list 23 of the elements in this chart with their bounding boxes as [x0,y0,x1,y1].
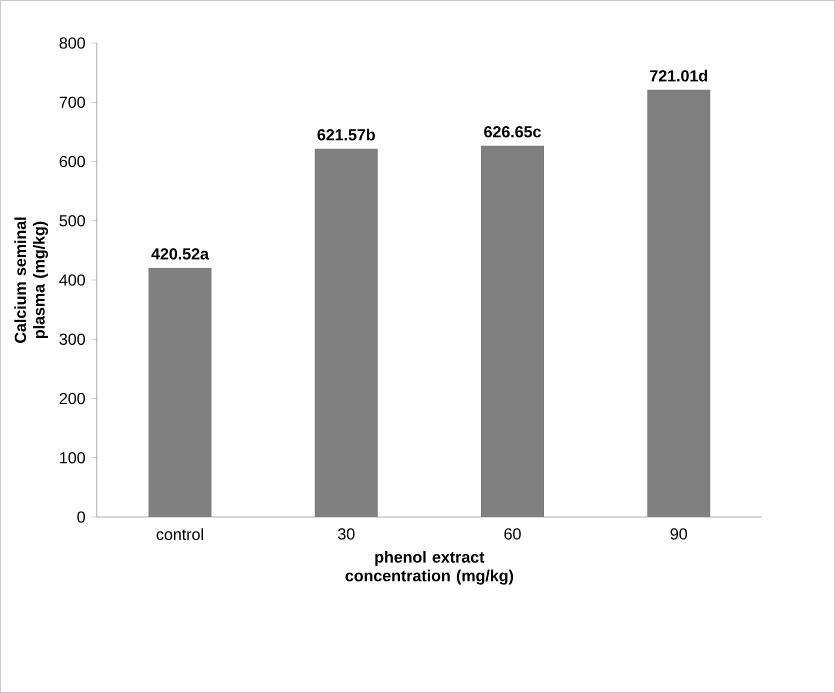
bar [647,90,710,517]
y-tick-label: 800 [60,37,85,49]
y-tick-label: 700 [60,96,85,108]
data-label: 721.01d [650,70,708,82]
y-tick-label: 200 [60,392,85,404]
x-tick-label: 30 [338,528,355,540]
bar [314,148,378,517]
bar [481,146,544,517]
y-tick-label: 400 [59,274,85,286]
x-tick-label: control [156,528,203,540]
data-label: 626.65c [484,126,541,138]
x-tick-label: 60 [504,528,521,540]
y-axis-title: Calcium seminal plasma (mg/kg) [14,218,48,343]
y-tick-label: 300 [59,334,85,345]
bar [148,268,212,517]
y-tick-label: 100 [60,452,85,464]
data-label: 420.52a [151,248,210,260]
y-tick-label: 600 [60,156,85,168]
data-label: 621.57b [317,128,375,140]
y-tick-label: 500 [60,215,85,226]
x-tick-label: 90 [670,528,688,540]
x-axis-title: phenol extract concentration (mg/kg) [346,550,514,585]
y-tick-label: 0 [77,511,85,523]
